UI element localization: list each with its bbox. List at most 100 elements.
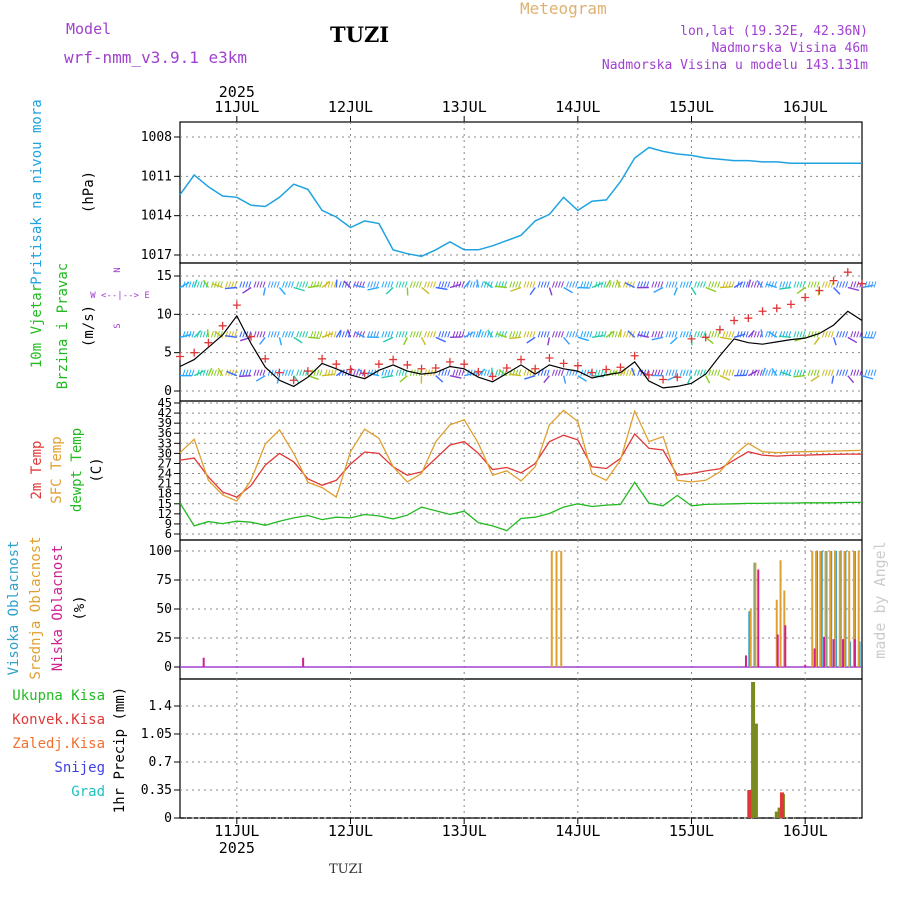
wind-barb	[760, 329, 764, 338]
gust-marker	[602, 365, 611, 374]
wind-barb-flag	[551, 281, 555, 288]
wind-barb-flag	[694, 331, 697, 338]
wind-barb-flag	[557, 369, 561, 376]
wind-barb	[239, 374, 252, 378]
precip-legend-2: Zaledj.Kisa	[12, 736, 105, 752]
wind-barb-flag	[742, 331, 746, 338]
wind-barb-flag	[330, 281, 334, 288]
wind-barb-flag	[714, 281, 718, 288]
wind-barb-flag	[259, 331, 263, 338]
wind-barb-flag	[625, 369, 629, 376]
wind-barb-flag	[603, 331, 607, 338]
gust-marker	[659, 375, 668, 384]
wind-barb	[673, 287, 678, 296]
wind-barb-flag	[267, 331, 271, 338]
ylabel-clouds-3: (%)	[72, 595, 88, 620]
wind-barb-flag	[589, 281, 593, 288]
gust-marker	[573, 361, 582, 370]
gust-marker	[332, 360, 341, 369]
wind-barb	[510, 286, 522, 292]
wind-barb-flag	[665, 281, 669, 288]
wind-barb-flag	[856, 369, 860, 376]
wind-barb-flag	[444, 331, 448, 338]
ylabel-pressure-1: (hPa)	[81, 171, 97, 213]
wind-barb-flag	[452, 369, 456, 376]
wind-barb-flag	[267, 281, 271, 288]
wind-barb-flag	[836, 281, 840, 288]
wind-barb-flag	[870, 369, 874, 376]
wind-barb	[239, 336, 252, 342]
wind-barb-flag	[273, 331, 277, 338]
gust-marker	[744, 314, 753, 323]
wind-barb-flag	[572, 331, 576, 338]
wind-barb-flag	[455, 331, 459, 338]
wind-barb	[224, 286, 237, 290]
wind-barb-flag	[242, 369, 246, 376]
wind-barb	[367, 286, 380, 291]
wind-barb-flag	[356, 369, 359, 376]
gust-marker	[417, 364, 426, 373]
wind-barb-flag	[185, 369, 189, 376]
wind-barb-flag	[799, 331, 803, 338]
wind-barb	[637, 334, 650, 339]
wind-barb-flag	[302, 331, 306, 338]
wind-barb-flag	[415, 281, 419, 288]
wind-barb-flag	[796, 369, 800, 376]
watermark: made by Angel	[871, 541, 889, 658]
wind-barb	[343, 280, 351, 288]
wind-barb-flag	[248, 369, 252, 376]
wind-barb-flag	[384, 369, 388, 376]
wind-barb-flag	[637, 369, 641, 376]
wind-barb-flag	[367, 331, 371, 338]
ytick-label-precipitation-2: 0.7	[149, 755, 172, 770]
wind-barb-flag	[646, 281, 650, 288]
wind-barb-flag	[551, 369, 555, 376]
wind-barb	[563, 286, 574, 294]
wind-barb-flag	[458, 281, 462, 288]
wind-barb-flag	[611, 369, 615, 376]
gust-marker	[829, 276, 838, 285]
wind-barb-flag	[560, 281, 564, 288]
wind-barb	[402, 337, 408, 346]
wind-barb-flag	[529, 281, 533, 288]
wind-barb	[335, 279, 338, 288]
wind-barb-flag	[793, 281, 797, 288]
wind-barb-flag	[768, 369, 772, 376]
wind-barb-flag	[344, 281, 348, 288]
wind-barb-flag	[210, 281, 214, 288]
wind-barb-flag	[708, 331, 712, 338]
gust-marker	[858, 279, 866, 288]
ytick-label-temperature-0: 6	[165, 527, 172, 541]
wind-barb-flag	[717, 281, 721, 288]
wind-barb-flag	[546, 369, 550, 376]
wind-barb-flag	[540, 281, 544, 288]
wind-barb-flag	[356, 331, 359, 338]
wind-barb-flag	[714, 369, 718, 376]
gust-marker	[730, 316, 739, 325]
wind-barb-flag	[231, 369, 235, 376]
wind-barb	[321, 332, 333, 338]
gust-marker	[218, 321, 227, 330]
wind-barb-flag	[589, 331, 593, 338]
wind-barb-flag	[199, 331, 203, 338]
wind-barb	[206, 329, 210, 338]
ylabel-temp-2: dewpt Temp	[69, 428, 85, 512]
wind-barb	[483, 281, 493, 289]
wind-barb-flag	[427, 331, 431, 338]
wind-barb-flag	[742, 281, 746, 288]
wind-barb-flag	[302, 281, 306, 288]
wind-barb-flag	[409, 331, 413, 338]
wind-barb-flag	[188, 369, 192, 376]
wind-barb-flag	[412, 281, 416, 288]
wind-barb-flag	[785, 281, 789, 288]
wind-barb-flag	[213, 369, 217, 376]
wind-barb-flag	[864, 281, 868, 288]
wind-barb-flag	[611, 331, 615, 338]
wind-barb	[496, 332, 508, 338]
gust-marker	[176, 352, 184, 361]
wind-barb-flag	[458, 369, 462, 376]
wind-barb	[526, 336, 536, 344]
wind-barb	[577, 375, 587, 382]
wind-barb-flag	[523, 369, 527, 376]
